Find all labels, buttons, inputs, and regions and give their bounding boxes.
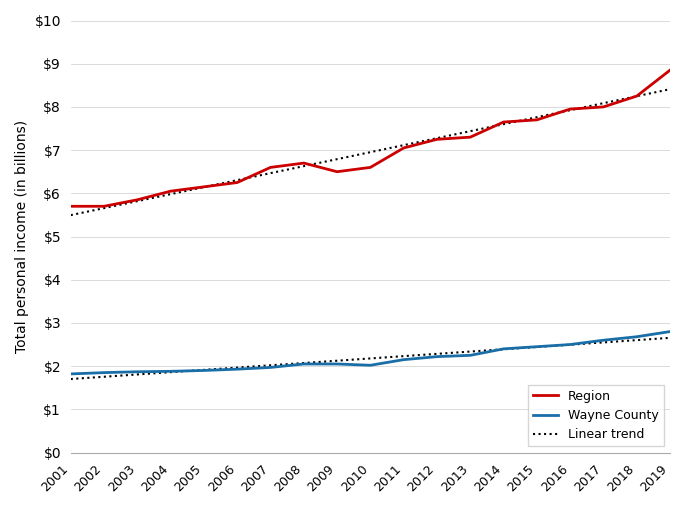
Wayne County [300,361,308,367]
Region [134,197,142,203]
Linear trend [233,177,241,183]
Region [366,164,375,171]
Region [300,160,308,166]
Region [399,145,408,151]
Linear trend [366,149,375,155]
Wayne County [466,352,475,358]
Wayne County [399,357,408,363]
Region [499,119,508,125]
Region [433,136,441,143]
Wayne County [366,362,375,369]
Linear trend [200,184,208,190]
Linear trend [399,142,408,148]
Region [666,67,674,73]
Linear trend [633,93,641,99]
Region [233,180,241,186]
Region [466,134,475,140]
Linear trend [599,100,608,106]
Wayne County [533,344,541,350]
Linear trend [333,156,341,162]
Region [100,203,108,209]
Wayne County [233,366,241,372]
Wayne County [200,367,208,374]
Linear trend [266,170,275,176]
Region [633,93,641,99]
Wayne County [566,342,574,348]
Linear trend [300,163,308,169]
Line: Wayne County: Wayne County [71,331,670,374]
Linear trend [566,107,574,113]
Linear trend [134,198,142,204]
Region [533,117,541,123]
Linear trend [666,86,674,92]
Line: Linear trend: Linear trend [71,89,670,215]
Linear trend [433,135,441,141]
Wayne County [66,371,75,377]
Region [599,104,608,110]
Legend: Region, Wayne County, Linear trend: Region, Wayne County, Linear trend [528,385,664,446]
Y-axis label: Total personal income (in billions): Total personal income (in billions) [15,120,29,353]
Region [66,203,75,209]
Linear trend [499,121,508,127]
Wayne County [266,364,275,371]
Wayne County [166,369,175,375]
Wayne County [100,370,108,376]
Wayne County [599,337,608,343]
Region [566,106,574,112]
Wayne County [666,328,674,334]
Line: Region: Region [71,70,670,206]
Wayne County [333,361,341,367]
Wayne County [433,354,441,360]
Linear trend [100,205,108,211]
Linear trend [466,128,475,134]
Region [166,188,175,194]
Wayne County [633,334,641,340]
Linear trend [166,191,175,197]
Region [266,164,275,171]
Region [200,184,208,190]
Linear trend [66,212,75,218]
Wayne County [134,369,142,375]
Linear trend [533,114,541,120]
Region [333,168,341,175]
Wayne County [499,346,508,352]
